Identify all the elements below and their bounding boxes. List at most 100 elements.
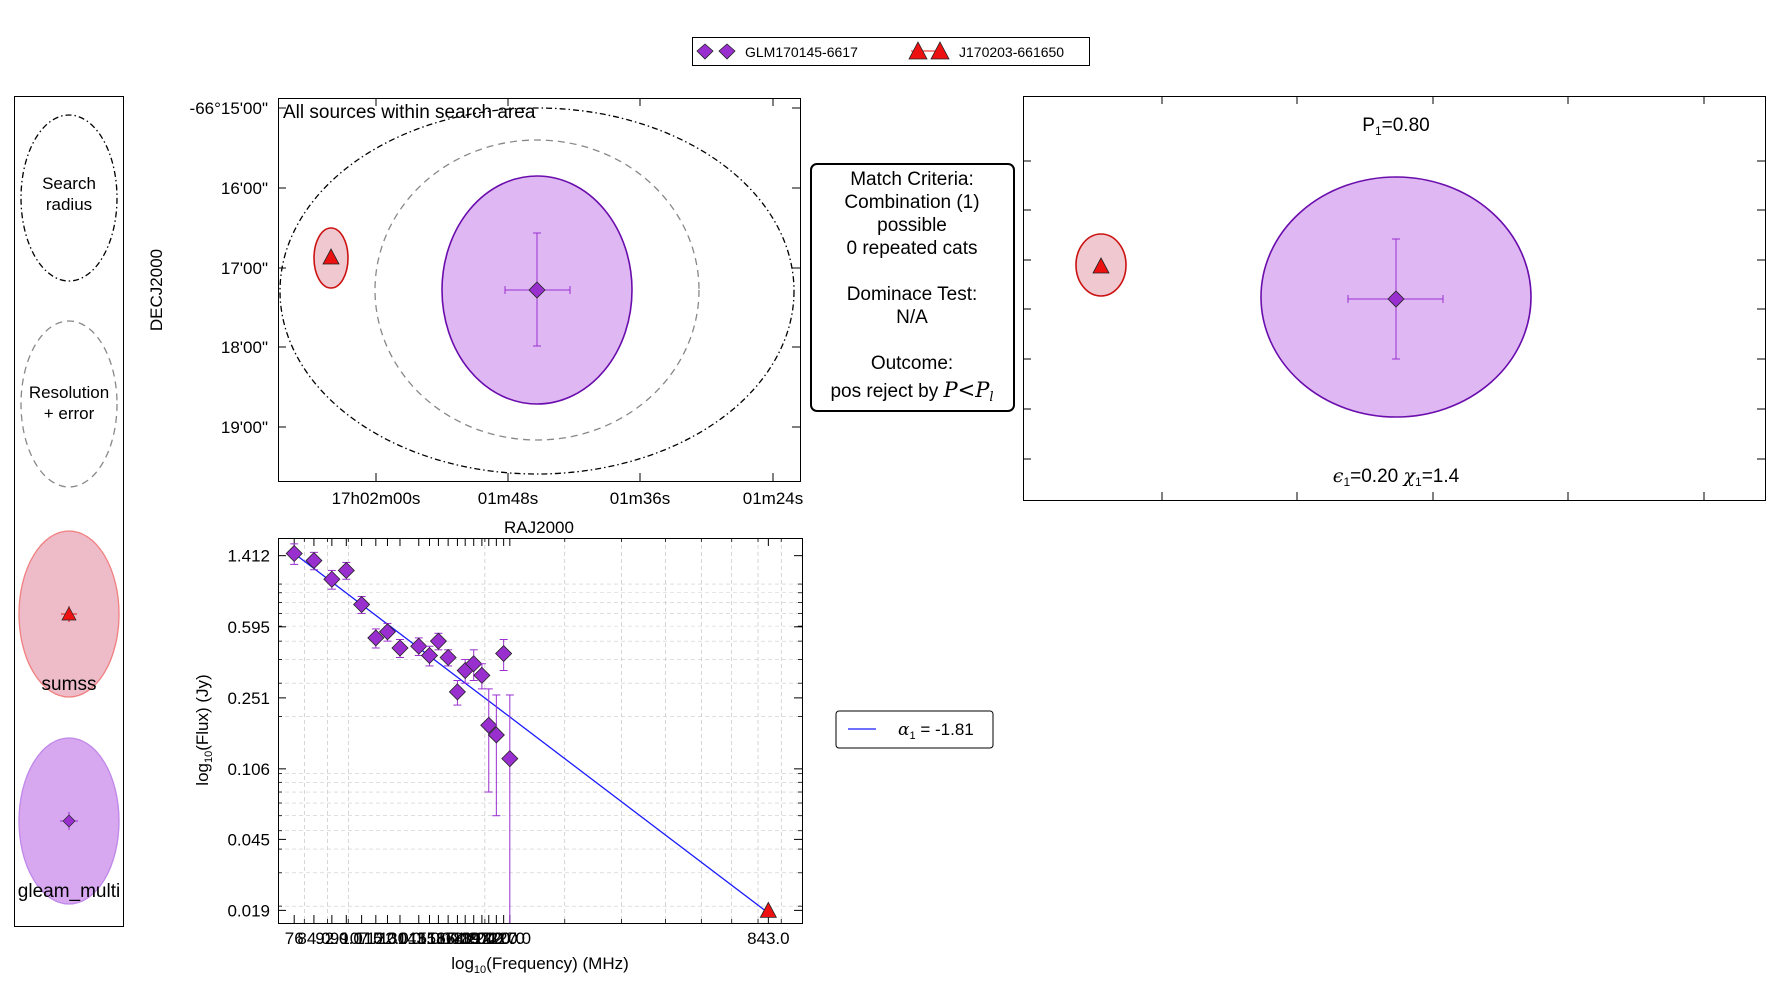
sed-xtick-label: 158.0 (417, 929, 460, 948)
sky-xtick-1: 01m48s (478, 489, 538, 508)
sky-plot: All sources within search area 17h02m00s… (147, 98, 803, 537)
sed-gleam-point (465, 649, 483, 681)
sed-xtick-label: 181.0 (444, 929, 487, 948)
sky-xtick-3: 01m24s (743, 489, 803, 508)
sed-gleam-point (495, 639, 513, 672)
sed-ytick-label: 1.412 (227, 547, 270, 566)
criteria-line-6: N/A (896, 307, 928, 328)
sumss-key-label: sumss (42, 674, 97, 695)
sed-gleam-point (420, 645, 439, 667)
sky-ylabel: DECJ2000 (147, 249, 166, 331)
zoom-sumss-source (1092, 257, 1110, 274)
zoom-panel: P1=0.80 ϵ1=0.20 χ1=1.4 (1023, 96, 1766, 501)
resolution-ellipse (20, 320, 118, 488)
criteria-line-0: Match Criteria: (850, 169, 974, 190)
sed-ylabel: log10(Flux) (Jy) (193, 674, 215, 785)
sed-gleam-point (323, 569, 341, 590)
sky-xlabel: RAJ2000 (504, 518, 574, 537)
sed-xtick-label: 92.0 (315, 929, 348, 948)
sed-ytick-label: 0.595 (227, 618, 270, 637)
criteria-box: Match Criteria: Combination (1) possible… (810, 163, 1015, 412)
sed-xtick-label: 151.0 (408, 929, 451, 948)
sed-xtick-label: 189.0 (452, 929, 495, 948)
sed-plot-frame (278, 538, 803, 924)
criteria-line-5: Dominace Test: (847, 284, 978, 305)
key-panel: Search radius Resolution + error sumss g… (14, 96, 124, 927)
sed-xtick-label: 115.0 (355, 929, 396, 948)
sky-ytick-1: 16'00" (221, 179, 268, 198)
sed-xtick-label: 76 (285, 929, 304, 948)
criteria-line-3: 0 repeated cats (847, 238, 978, 259)
sed-xtick-label: 220.0 (482, 929, 525, 948)
criteria-line-1: Combination (1) (844, 192, 979, 213)
sed-xtick-label: 212.0 (475, 929, 518, 948)
criteria-line-2: possible (877, 215, 947, 236)
gleam-key-marker (60, 812, 78, 830)
sed-xtick-label: 174.0 (436, 929, 479, 948)
fit-legend: α1 = -1.81 (835, 710, 994, 749)
sed-ticks: 1.412 0.595 0.251 0.106 0.045 0.019 7684.092.0… (227, 538, 802, 948)
legend-label-sumss: J170203-661650 (959, 44, 1064, 60)
sed-gleam-point (305, 551, 323, 571)
sed-gleam-point (337, 561, 355, 580)
sky-search-radius (279, 107, 795, 475)
resolution-label-2: + error (44, 404, 95, 423)
sky-ytick-4: 19'00" (221, 418, 268, 437)
sed-plot: 1.412 0.595 0.251 0.106 0.045 0.019 7684.092.0… (193, 538, 803, 976)
sky-ytick-3: 18'00" (221, 338, 268, 357)
gleam-key-label: gleam_multi (18, 881, 120, 902)
sed-points (285, 543, 778, 923)
sed-gleam-point (448, 679, 466, 706)
sed-gleam-point (285, 543, 303, 565)
sed-ytick-label: 0.251 (227, 689, 270, 708)
sed-gleam-point (353, 595, 371, 614)
sky-xtick-2: 01m36s (610, 489, 670, 508)
sumss-triangle-marker-1 (908, 41, 928, 60)
sed-gleam-point (378, 622, 397, 642)
sky-ytick-0: -66°15'00" (190, 99, 268, 118)
sky-ytick-2: 17'00" (221, 259, 268, 278)
sed-xtick-label: 143.0 (397, 929, 440, 948)
top-legend: GLM170145-6617 J170203-661650 (692, 37, 1090, 66)
sed-xtick-label: 122.0 (366, 929, 409, 948)
sed-xtick-label: 99.0 (330, 929, 363, 948)
sed-gleam-point (473, 663, 491, 690)
sed-gleam-point (439, 648, 457, 667)
sed-xtick-label: 204.0 (467, 929, 510, 948)
zoom-stats: ϵ1=0.20 χ1=1.4 (1333, 465, 1460, 489)
sed-xtick-label: 107.0 (340, 929, 383, 948)
sumss-key-marker (61, 606, 77, 622)
sed-fit-line (293, 552, 769, 914)
sky-resolution-ellipse (374, 139, 700, 441)
sed-gleam-point (480, 688, 498, 793)
sed-xtick-label: 197.0 (461, 929, 504, 948)
sed-ytick-label: 0.106 (227, 760, 270, 779)
criteria-outcome: pos reject by P<Pl (830, 378, 993, 405)
search-radius-ellipse (20, 114, 118, 282)
zoom-gleam-source (1347, 238, 1444, 360)
sed-fit-segment (293, 552, 769, 914)
gleam-diamond-marker-1 (696, 43, 714, 60)
sed-gleam-point (487, 694, 505, 817)
sky-plot-title: All sources within search area (283, 102, 536, 123)
gleam-diamond-marker-2 (718, 43, 736, 60)
fit-legend-label: α1 = -1.81 (898, 720, 974, 742)
sumss-triangle-marker-2 (930, 41, 950, 60)
sed-xlabel: log10(Frequency) (MHz) (451, 954, 629, 976)
sed-gleam-point (391, 639, 409, 658)
sed-gleam-point (429, 632, 447, 651)
zoom-probability: P1=0.80 (1362, 115, 1429, 138)
sed-ytick-label: 0.019 (227, 901, 270, 920)
sed-xtick-label: 227.0 (489, 929, 532, 948)
sed-xtick-label-843: 843.0 (747, 929, 790, 948)
sed-gleam-point (501, 694, 519, 923)
legend-label-gleam: GLM170145-6617 (745, 44, 858, 60)
sed-grid (278, 538, 802, 923)
search-radius-label-1: Search (42, 174, 96, 193)
sed-ytick-label: 0.045 (227, 830, 270, 849)
sed-xtick-label: 166.0 (427, 929, 470, 948)
sed-gleam-point (367, 628, 385, 649)
sed-xtick-label: 130.0 (379, 929, 422, 948)
sed-sumss-point (759, 901, 778, 918)
sky-sumss-source (322, 248, 340, 265)
